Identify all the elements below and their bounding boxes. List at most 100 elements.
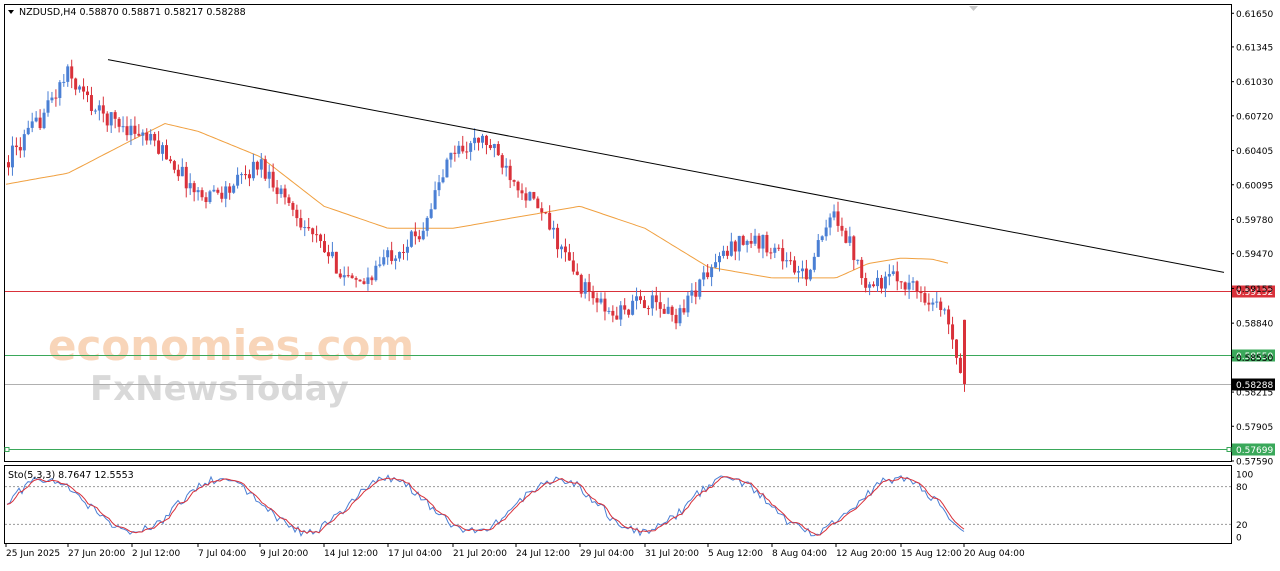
candle-body [528, 192, 532, 201]
y-tick-label: 0.59780 [1236, 216, 1273, 226]
candle-body [319, 234, 323, 242]
candle-body [650, 295, 654, 309]
shift-marker-icon[interactable] [969, 6, 978, 11]
candle-body [729, 241, 733, 256]
watermark: economies.com FxNewsToday [48, 321, 414, 409]
candle-body [429, 209, 433, 218]
candle-body [694, 290, 698, 297]
candle-body [145, 132, 149, 141]
y-tick-label: 0.60405 [1236, 147, 1273, 157]
candle-body [951, 324, 955, 340]
candle-body [394, 258, 398, 261]
candle-body [299, 218, 303, 228]
level-price-label: 0.57699 [1236, 446, 1273, 456]
candle-body [70, 66, 74, 79]
candle-body [662, 308, 666, 314]
candle-body [789, 260, 793, 262]
candle-body [500, 155, 504, 168]
candle-body [109, 112, 113, 126]
candle-body [575, 271, 579, 275]
x-tick-label: 27 Jun 20:00 [68, 549, 125, 559]
trendline-layer [107, 59, 1225, 273]
candle-body [370, 277, 374, 281]
candle-body [473, 137, 477, 144]
candle-body [611, 310, 615, 316]
last-candle-body [963, 319, 966, 385]
level-anchor-left[interactable] [4, 447, 10, 452]
candle-body [872, 284, 876, 287]
candle-body [718, 255, 721, 263]
candle-body [911, 281, 915, 283]
y-tick-label: 0.57590 [1236, 458, 1273, 468]
candle-body [504, 165, 508, 168]
level-anchor-right[interactable] [1226, 447, 1232, 452]
candle-body [603, 298, 607, 312]
candle-body [398, 251, 402, 259]
candle-body [188, 183, 192, 189]
candle-body [793, 260, 797, 273]
y-tick-label: 0.58530 [1236, 354, 1273, 364]
candle-body [702, 272, 706, 280]
candle-body [267, 171, 271, 179]
candle-body [548, 212, 552, 230]
candle-body [42, 112, 46, 129]
x-tick-label: 21 Jul 20:00 [453, 549, 507, 559]
candle-body [741, 235, 745, 245]
candle-body [354, 278, 358, 280]
candle-body [78, 86, 82, 90]
candle-body [670, 306, 674, 315]
candle-body [58, 82, 62, 98]
candle-body [295, 209, 299, 219]
candle-body [477, 137, 481, 143]
candle-body [607, 310, 611, 312]
y-tick-label: 0.58215 [1236, 389, 1273, 399]
candle-body [425, 217, 429, 231]
candle-body [958, 357, 962, 373]
main-pane-frame [4, 4, 1232, 462]
candle-body [161, 145, 165, 154]
candle-body [828, 217, 832, 228]
candle-body [421, 230, 425, 240]
candle-body [271, 171, 275, 188]
candle-body [848, 236, 852, 243]
candle-body [899, 281, 903, 283]
candle-body [800, 268, 804, 272]
candle-body [153, 133, 157, 141]
downtrend-line[interactable] [107, 59, 1225, 273]
candle-body [560, 246, 563, 250]
candle-body [540, 208, 544, 213]
candle-body [247, 174, 251, 179]
candle-body [781, 248, 785, 262]
candle-body [334, 251, 338, 274]
candle-body [654, 295, 658, 303]
candle-body [619, 305, 623, 320]
candle-body [678, 308, 682, 324]
candle-body [437, 182, 441, 191]
candle-body [520, 190, 524, 194]
candle-body [635, 296, 639, 301]
candle-body [666, 306, 670, 314]
y-tick-label: 0.57905 [1236, 423, 1273, 433]
candle-body [591, 291, 595, 299]
x-tick-label: 24 Jul 12:00 [516, 549, 570, 559]
candle-body [721, 250, 725, 256]
candle-body [469, 143, 473, 152]
candle-body [168, 159, 172, 162]
candle-body [113, 112, 117, 119]
candle-body [876, 277, 879, 287]
candle-body [417, 236, 421, 240]
candle-body [346, 275, 350, 277]
stoch-axis-label: 100 [1236, 471, 1253, 481]
candle-body [595, 298, 599, 303]
x-tick-label: 17 Jul 04:00 [388, 549, 442, 559]
level-price-label: 0.58550 [1236, 352, 1273, 362]
candle-body [141, 132, 145, 136]
triangle-down-icon[interactable] [8, 10, 14, 14]
candle-body [26, 127, 30, 135]
candle-body [93, 110, 97, 112]
candle-body [725, 250, 729, 256]
time-axis: 25 Jun 2025 27 Jun 20:00 2 Jul 12:00 7 Jul … [5, 543, 1025, 559]
candle-body [492, 144, 496, 149]
